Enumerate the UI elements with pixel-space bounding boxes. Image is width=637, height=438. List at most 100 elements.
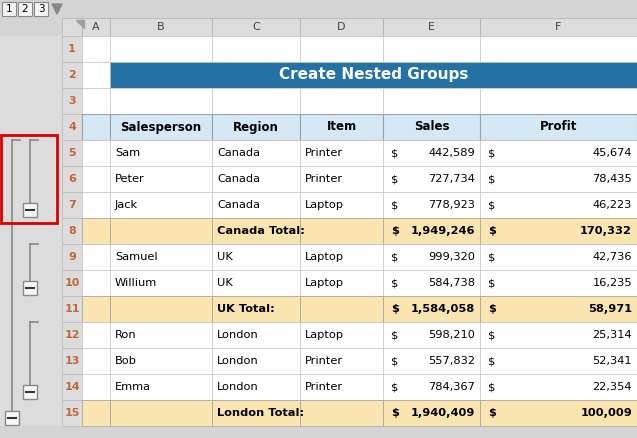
- Text: $: $: [391, 304, 399, 314]
- Bar: [62, 18, 637, 36]
- Bar: [212, 400, 300, 426]
- Bar: [212, 270, 300, 296]
- Bar: [383, 140, 480, 166]
- Bar: [480, 114, 637, 140]
- Bar: [0, 400, 62, 426]
- Bar: [480, 88, 637, 114]
- Bar: [0, 166, 62, 192]
- Text: 16,235: 16,235: [592, 278, 632, 288]
- Bar: [110, 400, 212, 426]
- Text: 442,589: 442,589: [428, 148, 475, 158]
- Bar: [110, 270, 212, 296]
- Text: 784,367: 784,367: [428, 382, 475, 392]
- Bar: [110, 18, 212, 36]
- Bar: [62, 296, 82, 322]
- Bar: [110, 36, 212, 62]
- Text: 1: 1: [68, 44, 76, 54]
- Bar: [82, 244, 110, 270]
- Text: $: $: [391, 226, 399, 236]
- Text: 42,736: 42,736: [592, 252, 632, 262]
- Text: 6: 6: [68, 174, 76, 184]
- Bar: [383, 218, 480, 244]
- Text: $: $: [488, 356, 496, 366]
- Bar: [212, 218, 300, 244]
- Text: London: London: [217, 382, 259, 392]
- Text: Emma: Emma: [115, 382, 151, 392]
- Bar: [480, 218, 637, 244]
- Bar: [300, 218, 383, 244]
- Bar: [300, 374, 383, 400]
- Bar: [62, 140, 82, 166]
- Text: 1,584,058: 1,584,058: [411, 304, 475, 314]
- Bar: [62, 218, 82, 244]
- Text: London Total:: London Total:: [217, 408, 304, 418]
- Text: Printer: Printer: [305, 356, 343, 366]
- Bar: [383, 166, 480, 192]
- Bar: [82, 348, 110, 374]
- Bar: [82, 218, 110, 244]
- Text: Printer: Printer: [305, 174, 343, 184]
- Bar: [300, 192, 383, 218]
- Text: UK: UK: [217, 278, 233, 288]
- Bar: [82, 166, 110, 192]
- Bar: [0, 192, 62, 218]
- Bar: [5, 411, 19, 425]
- Bar: [110, 166, 212, 192]
- Bar: [110, 88, 212, 114]
- Bar: [383, 400, 480, 426]
- Text: 999,320: 999,320: [428, 252, 475, 262]
- Bar: [34, 2, 48, 16]
- Bar: [300, 140, 383, 166]
- Text: $: $: [391, 278, 398, 288]
- Bar: [82, 192, 110, 218]
- Text: 22,354: 22,354: [592, 382, 632, 392]
- Bar: [0, 114, 62, 140]
- Bar: [110, 218, 212, 244]
- Bar: [300, 400, 383, 426]
- Text: 4: 4: [68, 122, 76, 132]
- Bar: [18, 2, 32, 16]
- Bar: [82, 322, 110, 348]
- Text: 3: 3: [68, 96, 76, 106]
- Text: 78,435: 78,435: [592, 174, 632, 184]
- Bar: [480, 36, 637, 62]
- Text: $: $: [391, 148, 398, 158]
- Text: 7: 7: [68, 200, 76, 210]
- Bar: [480, 140, 637, 166]
- Bar: [480, 18, 637, 36]
- Text: $: $: [391, 356, 398, 366]
- Bar: [480, 192, 637, 218]
- Text: Sales: Sales: [414, 120, 449, 134]
- Text: Salesperson: Salesperson: [120, 120, 201, 134]
- Bar: [0, 36, 62, 62]
- Bar: [383, 88, 480, 114]
- Bar: [82, 114, 110, 140]
- Bar: [300, 348, 383, 374]
- Bar: [300, 18, 383, 36]
- Polygon shape: [76, 20, 84, 28]
- Text: Region: Region: [233, 120, 279, 134]
- Text: Canada: Canada: [217, 200, 260, 210]
- Bar: [62, 244, 82, 270]
- Bar: [212, 36, 300, 62]
- Bar: [480, 374, 637, 400]
- Bar: [383, 18, 480, 36]
- Bar: [212, 322, 300, 348]
- Bar: [212, 140, 300, 166]
- Text: $: $: [488, 408, 496, 418]
- Text: $: $: [391, 252, 398, 262]
- Text: 727,734: 727,734: [428, 174, 475, 184]
- Bar: [300, 166, 383, 192]
- Text: $: $: [488, 252, 496, 262]
- Bar: [0, 218, 62, 244]
- Bar: [383, 322, 480, 348]
- Bar: [82, 296, 110, 322]
- Bar: [82, 18, 110, 36]
- Bar: [62, 88, 82, 114]
- Bar: [62, 36, 82, 62]
- Text: Printer: Printer: [305, 148, 343, 158]
- Text: Samuel: Samuel: [115, 252, 157, 262]
- Text: UK Total:: UK Total:: [217, 304, 275, 314]
- Text: $: $: [488, 278, 496, 288]
- Bar: [212, 374, 300, 400]
